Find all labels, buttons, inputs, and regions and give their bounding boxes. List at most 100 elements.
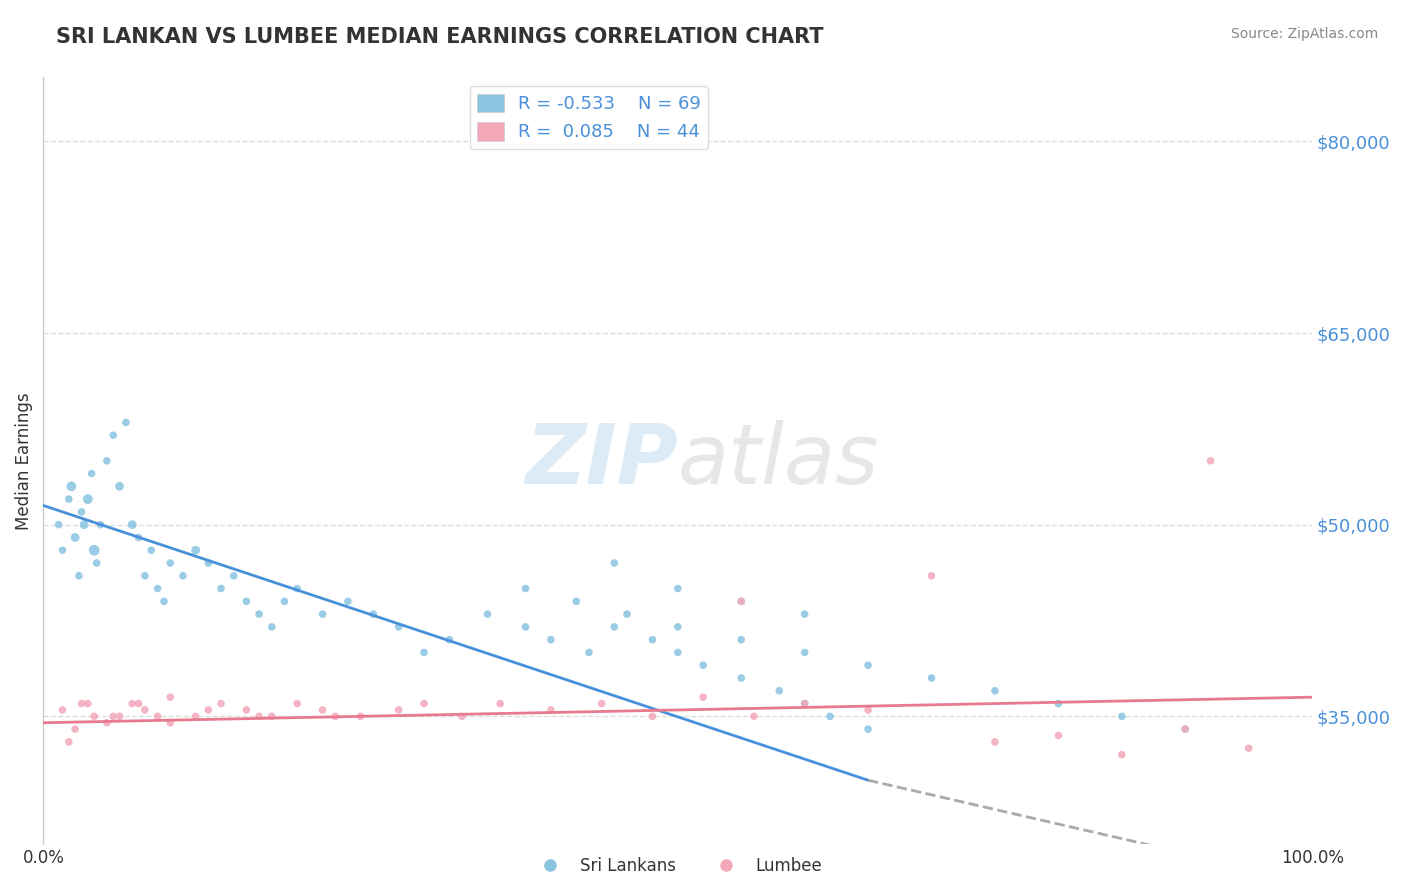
Point (121, 517, 143, 532)
Point (984, 735, 1007, 749)
Point (413, 645, 436, 659)
Point (515, 582, 537, 596)
Point (247, 709, 270, 723)
Point (128, 531, 150, 545)
Point (413, 697, 436, 711)
Point (730, 594, 752, 608)
Point (146, 582, 169, 596)
Point (197, 556, 219, 570)
Point (666, 582, 689, 596)
Point (1174, 722, 1197, 736)
Point (247, 607, 270, 621)
Point (793, 607, 815, 621)
Point (730, 632, 752, 647)
Point (1237, 741, 1260, 756)
Point (984, 683, 1007, 698)
Point (96, 715, 118, 730)
Point (60, 479, 83, 493)
Point (1047, 729, 1070, 743)
Point (856, 722, 879, 736)
Text: SRI LANKAN VS LUMBEE MEDIAN EARNINGS CORRELATION CHART: SRI LANKAN VS LUMBEE MEDIAN EARNINGS COR… (56, 27, 824, 46)
Point (793, 645, 815, 659)
Point (260, 620, 283, 634)
Point (159, 715, 181, 730)
Point (856, 658, 879, 673)
Point (603, 620, 626, 634)
Point (361, 607, 384, 621)
Point (616, 607, 638, 621)
Point (260, 709, 283, 723)
Point (349, 709, 371, 723)
Point (70, 505, 93, 519)
Point (451, 709, 474, 723)
Point (692, 690, 714, 705)
Point (311, 703, 333, 717)
Point (768, 683, 790, 698)
Point (489, 697, 512, 711)
Point (108, 709, 131, 723)
Point (285, 582, 308, 596)
Point (540, 703, 562, 717)
Point (73, 517, 96, 532)
Point (83, 543, 105, 558)
Point (86, 556, 108, 570)
Point (818, 709, 841, 723)
Point (103, 709, 125, 723)
Text: ZIP: ZIP (526, 420, 678, 501)
Point (67, 568, 90, 582)
Point (58, 492, 80, 507)
Point (128, 697, 150, 711)
Point (591, 697, 613, 711)
Point (153, 594, 176, 608)
Point (209, 582, 232, 596)
Point (197, 703, 219, 717)
Point (235, 594, 257, 608)
Point (692, 658, 714, 673)
Point (921, 568, 943, 582)
Point (641, 632, 664, 647)
Point (1047, 697, 1070, 711)
Point (184, 543, 207, 558)
Point (921, 671, 943, 685)
Point (730, 594, 752, 608)
Point (793, 697, 815, 711)
Point (1199, 454, 1222, 468)
Point (58, 735, 80, 749)
Point (641, 709, 664, 723)
Point (477, 607, 499, 621)
Point (856, 703, 879, 717)
Point (146, 709, 169, 723)
Point (96, 454, 118, 468)
Point (235, 703, 257, 717)
Point (515, 620, 537, 634)
Point (141, 543, 163, 558)
Point (742, 709, 765, 723)
Point (222, 568, 245, 582)
Point (159, 690, 181, 705)
Point (336, 594, 359, 608)
Legend: Sri Lankans, Lumbee: Sri Lankans, Lumbee (526, 850, 830, 882)
Point (121, 697, 143, 711)
Point (388, 620, 411, 634)
Point (311, 607, 333, 621)
Point (172, 568, 194, 582)
Point (51, 703, 73, 717)
Point (730, 671, 752, 685)
Point (89, 517, 111, 532)
Point (103, 428, 125, 442)
Point (540, 632, 562, 647)
Point (578, 645, 600, 659)
Point (134, 568, 156, 582)
Text: atlas: atlas (678, 420, 879, 501)
Point (108, 479, 131, 493)
Point (63, 722, 86, 736)
Point (70, 697, 93, 711)
Point (793, 697, 815, 711)
Point (388, 703, 411, 717)
Point (76, 697, 98, 711)
Point (1111, 747, 1133, 762)
Point (439, 632, 461, 647)
Point (323, 709, 346, 723)
Point (51, 543, 73, 558)
Point (80, 467, 103, 481)
